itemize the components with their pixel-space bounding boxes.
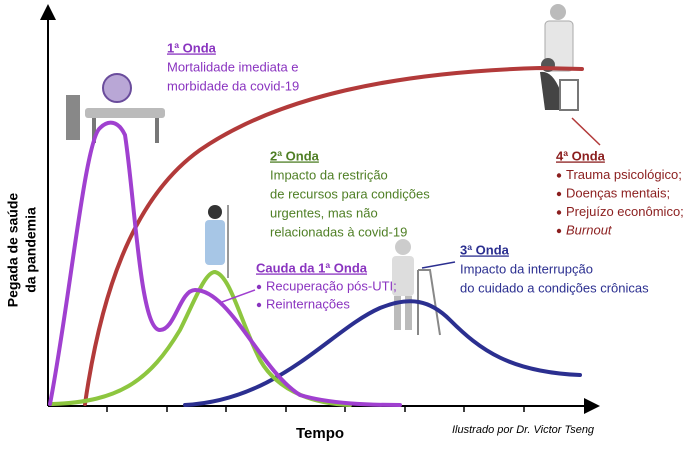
wave1-line: morbidade da covid-19 bbox=[167, 78, 299, 93]
tail-title: Cauda da 1ª Onda bbox=[256, 260, 368, 275]
wave4-bullet bbox=[556, 191, 562, 197]
patient-iv-illustration bbox=[205, 205, 229, 278]
elderly-walker-illustration bbox=[392, 239, 441, 336]
y-axis-label: Pegada de saúde bbox=[5, 193, 21, 308]
wave4-item: Trauma psicológico; bbox=[566, 167, 682, 182]
wave2-line: relacionadas à covid-19 bbox=[270, 224, 407, 239]
wave4-bullet bbox=[556, 210, 562, 215]
wave4-bullet bbox=[556, 173, 562, 178]
wave3-connector bbox=[421, 261, 456, 269]
wave1-title: 1ª Onda bbox=[167, 40, 217, 55]
wave4-item: Burnout bbox=[566, 222, 613, 237]
icu-illustration bbox=[66, 73, 165, 143]
wave3-title: 3ª Onda bbox=[460, 242, 510, 257]
tail-bullet bbox=[256, 284, 262, 290]
wave4-curve bbox=[83, 65, 584, 406]
wave4-item: Doenças mentais; bbox=[566, 185, 670, 200]
y-axis-label: da pandemia bbox=[23, 207, 39, 293]
x-ticks bbox=[106, 406, 525, 412]
credit: Ilustrado por Dr. Victor Tseng bbox=[452, 424, 595, 436]
wave4-bullet bbox=[556, 228, 562, 234]
tail-bullet bbox=[256, 302, 262, 308]
wave2-curve bbox=[50, 269, 352, 407]
tail-item: Recuperação pós-UTI; bbox=[266, 278, 397, 293]
tail-item: Reinternações bbox=[266, 296, 350, 311]
wave4-item: Prejuízo econômico; bbox=[566, 204, 684, 219]
wave1-line: Mortalidade imediata e bbox=[167, 59, 299, 74]
wave4-title: 4ª Onda bbox=[556, 148, 606, 163]
wave2-title: 2ª Onda bbox=[270, 148, 320, 163]
wave2-line: de recursos para condições bbox=[270, 186, 430, 201]
wave3-curve bbox=[183, 299, 582, 407]
wave4-connector bbox=[571, 117, 601, 146]
wave2-line: urgentes, mas não bbox=[270, 205, 378, 220]
wave2-line: Impacto da restrição bbox=[270, 167, 388, 182]
doctor-illustration bbox=[540, 4, 579, 111]
wave3-line: do cuidado a condições crônicas bbox=[460, 280, 649, 295]
wave1-curve bbox=[48, 120, 402, 407]
x-axis-label: Tempo bbox=[296, 425, 344, 442]
wave3-line: Impacto da interrupção bbox=[460, 261, 593, 276]
tail-connector bbox=[221, 289, 256, 303]
